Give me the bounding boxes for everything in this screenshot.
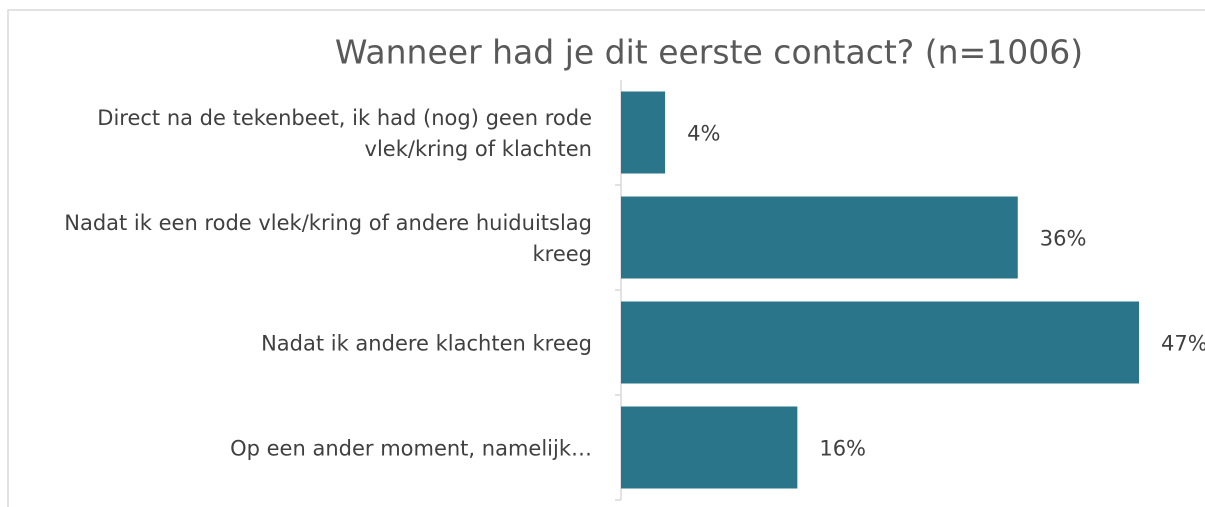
bar (621, 406, 798, 489)
bar (621, 91, 666, 174)
chart-title: Wanneer had je dit eerste contact? (n=10… (335, 33, 1083, 72)
chart-border (7, 9, 1205, 507)
category-label: Nadat ik andere klachten kreeg (261, 331, 592, 355)
value-label: 47% (1161, 332, 1205, 356)
value-label: 4% (687, 122, 720, 146)
bar (621, 301, 1139, 384)
value-label: 16% (819, 437, 866, 461)
category-label: Nadat ik een rode vlek/kring of andere h… (64, 210, 592, 266)
category-label: Op een ander moment, namelijk… (230, 436, 592, 460)
bar (621, 196, 1018, 279)
value-label: 36% (1040, 227, 1087, 251)
category-label: Direct na de tekenbeet, ik had (nog) gee… (97, 105, 592, 161)
